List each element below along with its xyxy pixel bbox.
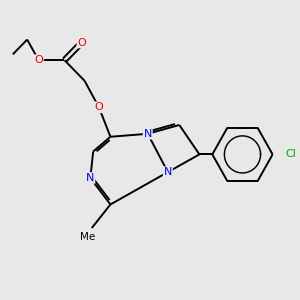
Text: N: N [144, 129, 152, 139]
Text: Me: Me [80, 232, 95, 242]
Text: N: N [164, 167, 172, 177]
Text: Cl: Cl [286, 149, 296, 159]
Text: O: O [34, 55, 43, 65]
Text: O: O [77, 38, 86, 47]
Text: O: O [94, 102, 103, 112]
Text: N: N [86, 173, 94, 183]
